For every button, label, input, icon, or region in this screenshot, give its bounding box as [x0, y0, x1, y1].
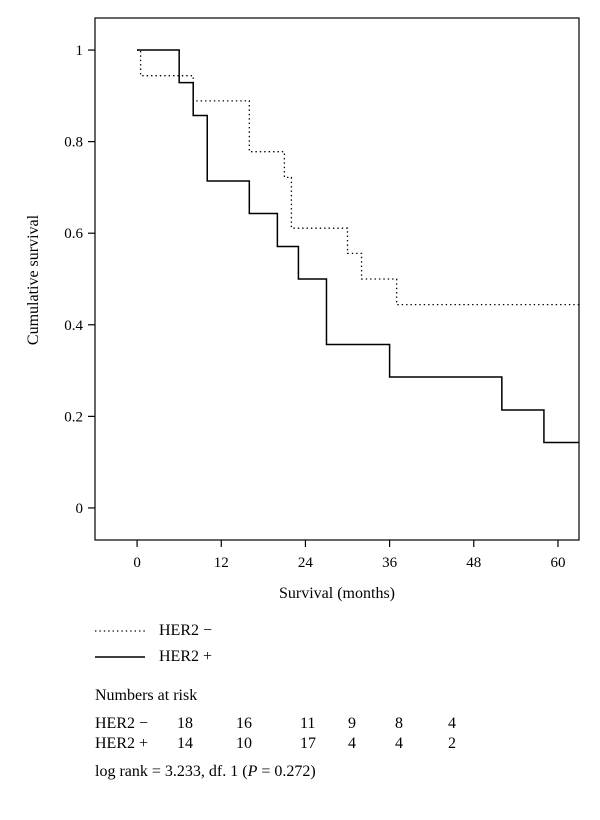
y-tick-label: 1	[76, 43, 84, 59]
risk-table-title: Numbers at risk	[95, 687, 198, 704]
plot-area: 0 12 24 36 48 60 0 0.2 0.4 0.6 0.8 1	[64, 17, 580, 571]
legend-item-her2-negative: HER2 −	[95, 618, 212, 644]
risk-value: 8	[395, 715, 403, 732]
risk-value: 4	[348, 735, 356, 752]
y-tick-label: 0.2	[64, 409, 83, 425]
plot-frame	[94, 17, 580, 541]
x-tick-label: 24	[298, 555, 314, 571]
risk-row-her2-negative: HER2 − 18 16 11 9 8 4	[95, 714, 515, 734]
risk-value: 9	[348, 715, 356, 732]
risk-value: 17	[300, 735, 316, 752]
legend-item-her2-positive: HER2 +	[95, 644, 212, 670]
x-axis-title: Survival (months)	[279, 585, 395, 602]
y-tick-label: 0.8	[64, 135, 83, 151]
risk-value: 14	[177, 735, 193, 752]
risk-value: 4	[395, 735, 403, 752]
y-tick-label: 0.6	[64, 226, 83, 242]
x-tick-label: 0	[133, 555, 141, 571]
risk-value: 16	[236, 715, 252, 732]
y-tick-label: 0.4	[64, 318, 83, 334]
legend: HER2 − HER2 +	[95, 618, 212, 670]
x-tick-label: 48	[466, 555, 481, 571]
log-rank-result: log rank = 3.233, df. 1 (P = 0.272)	[95, 763, 316, 780]
legend-label: HER2 −	[159, 622, 213, 639]
survival-chart: 0 12 24 36 48 60 0 0.2 0.4 0.6 0.8 1 Survival (mont…	[25, 17, 580, 602]
dotted-line-swatch	[95, 630, 145, 632]
risk-row-label: HER2 −	[95, 715, 149, 732]
y-axis-title: Cumulative survival	[25, 214, 42, 345]
risk-value: 4	[448, 715, 456, 732]
y-tick-label: 0	[76, 501, 84, 517]
numbers-at-risk-table: Numbers at risk HER2 − 18 16 11 9 8 4 HE…	[95, 684, 515, 786]
series-her2-negative-curve	[137, 49, 579, 306]
x-tick-label: 36	[382, 555, 398, 571]
risk-value: 18	[177, 715, 193, 732]
risk-row-label: HER2 +	[95, 735, 149, 752]
solid-line-swatch	[95, 656, 145, 658]
risk-value: 2	[448, 735, 456, 752]
risk-value: 11	[300, 715, 316, 732]
risk-value: 10	[236, 735, 252, 752]
legend-label: HER2 +	[159, 648, 213, 665]
risk-row-her2-positive: HER2 + 14 10 17 4 4 2	[95, 734, 515, 754]
x-tick-label: 12	[214, 555, 229, 571]
x-tick-label: 60	[550, 555, 565, 571]
series-her2-positive-curve	[137, 49, 579, 444]
